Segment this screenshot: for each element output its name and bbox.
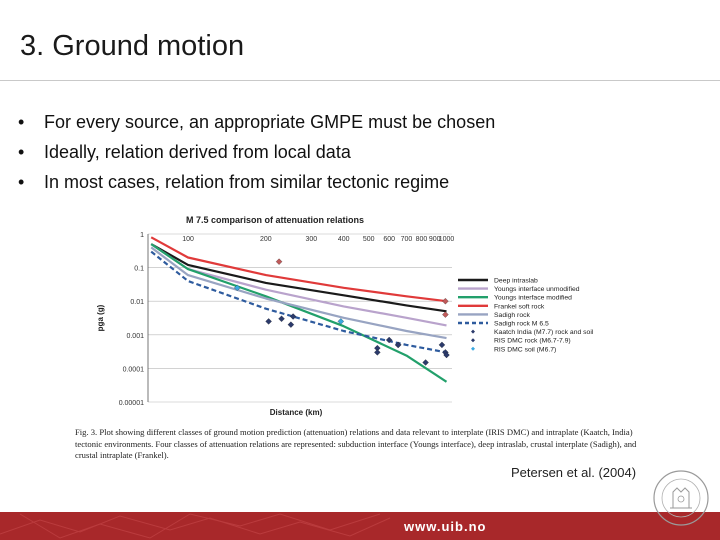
bullet-text: For every source, an appropriate GMPE mu… (44, 112, 496, 132)
series-line (150, 243, 447, 313)
figure-caption: Fig. 3. Plot showing different classes o… (75, 427, 637, 460)
data-point (234, 284, 241, 292)
y-tick-label: 1 (140, 232, 144, 239)
attenuation-figure: M 7.5 comparison of attenuation relation… (75, 215, 637, 460)
slide-title: 3. Ground motion (20, 30, 245, 62)
data-point (278, 315, 285, 322)
chart-title: M 7.5 comparison of attenuation relation… (186, 215, 364, 225)
data-point (438, 341, 446, 349)
legend-label: Sadigh rock M 6.5 (494, 321, 549, 328)
data-point (337, 318, 345, 325)
legend-label: Deep intraslab (494, 278, 538, 285)
legend-label: Youngs interface modified (494, 295, 572, 302)
x-tick-label: 400 (338, 236, 350, 243)
data-point (289, 313, 297, 320)
x-axis-label: Distance (km) (270, 408, 323, 417)
y-tick-label: 0.001 (126, 333, 144, 340)
gridlines (148, 233, 452, 403)
data-point (287, 321, 295, 328)
data-point (394, 341, 402, 349)
x-tick-label: 200 (260, 236, 272, 243)
series-line (150, 236, 447, 303)
x-tick-label: 900 (429, 236, 441, 243)
series-points (234, 258, 450, 366)
data-point (265, 318, 272, 325)
data-point (442, 311, 449, 318)
footer-bar: www.uib.no (0, 512, 720, 540)
x-tick-label: 100 (182, 236, 194, 243)
series-line (150, 246, 447, 340)
data-point (275, 258, 283, 265)
x-tick-label: 700 (401, 236, 413, 243)
x-tick-label: 300 (306, 236, 318, 243)
y-tick-label: 0.01 (130, 299, 144, 306)
data-point (385, 336, 393, 344)
figure-caption-box: Fig. 3. Plot showing different classes o… (75, 427, 637, 460)
y-tick-label: 0.0001 (123, 366, 145, 373)
series-line (150, 243, 447, 327)
legend-marker (471, 329, 475, 334)
bullet-item: • In most cases, relation from similar te… (18, 167, 495, 197)
footer-pattern (0, 513, 391, 539)
legend-label: Youngs interface unmodified (494, 286, 580, 293)
series-line (150, 243, 448, 383)
data-point (422, 359, 429, 366)
bullet-list: • For every source, an appropriate GMPE m… (18, 107, 495, 197)
legend-marker (471, 346, 475, 351)
y-axis-label: pga (g) (96, 304, 105, 331)
bullet-text: In most cases, relation from similar tec… (44, 172, 450, 192)
y-tick-labels: 1 0.1 0.01 0.001 0.0001 0.00001 (119, 232, 144, 407)
footer-url[interactable]: www.uib.no (404, 519, 487, 534)
bullet-text: Ideally, relation derived from local dat… (44, 142, 351, 162)
bullet-dot: • (18, 112, 25, 132)
x-tick-label: 1000 (439, 236, 455, 243)
y-tick-label: 0.1 (134, 266, 144, 273)
bullet-dot: • (18, 172, 25, 192)
x-tick-label: 600 (383, 236, 395, 243)
data-point (374, 349, 381, 356)
bullet-dot: • (18, 142, 25, 162)
citation: Petersen et al. (2004) (511, 465, 637, 480)
y-tick-label: 0.00001 (119, 400, 144, 407)
title-divider (0, 80, 720, 81)
legend-label: RIS DMC soil (M6.7) (494, 346, 556, 353)
legend-label: Sadigh rock (494, 312, 530, 319)
series-lines (150, 236, 448, 383)
university-seal-icon (653, 470, 709, 526)
data-point (443, 351, 450, 359)
bullet-item: • For every source, an appropriate GMPE m… (18, 107, 495, 137)
legend-label: Frankel soft rock (494, 303, 545, 310)
legend-label: Kaatch India (M7.7) rock and soil (494, 329, 594, 336)
bullet-item: • Ideally, relation derived from local da… (18, 137, 495, 167)
x-tick-label: 800 (416, 236, 428, 243)
series-line (150, 250, 447, 354)
legend-marker (471, 338, 475, 343)
legend-label: RIS DMC rock (M6.7-7.9) (494, 338, 571, 345)
data-point (442, 297, 449, 305)
x-tick-label: 500 (363, 236, 375, 243)
